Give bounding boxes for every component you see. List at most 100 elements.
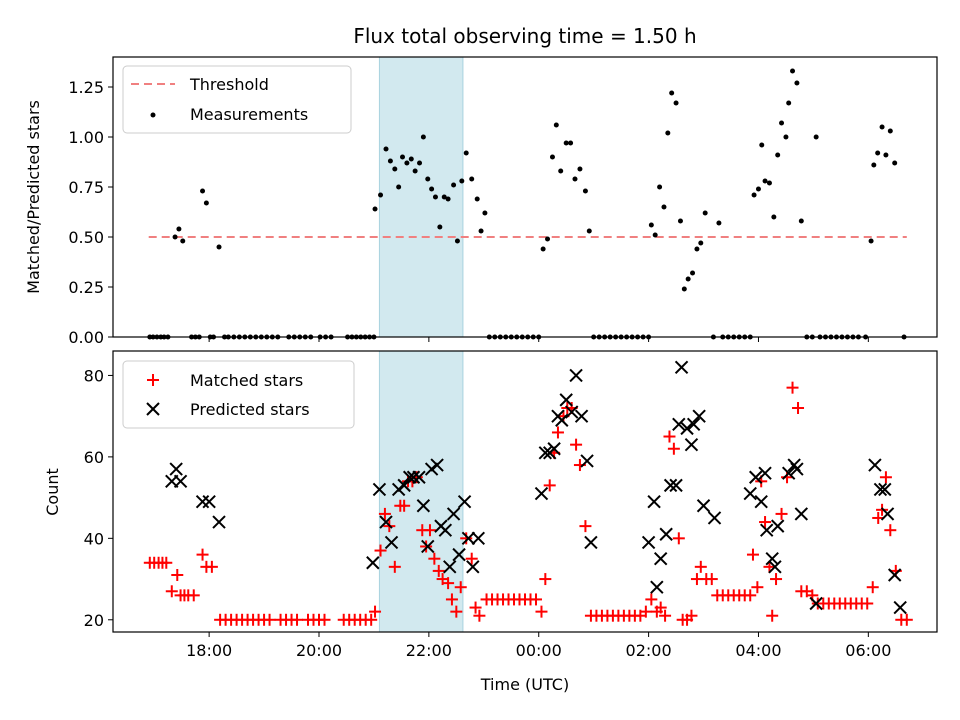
bottom-axes-frame [112,350,938,633]
measurement-point [892,160,898,166]
measurement-point [716,220,722,226]
x-tick-label: 00:00 [516,641,562,660]
measurement-point [690,270,696,276]
predicted-star-point [650,580,664,594]
matched-star-point [792,402,805,415]
measurement-point [577,166,583,172]
predicted-star-point [424,462,439,476]
predicted-star-point [707,511,722,525]
measurement-point [469,176,475,182]
y-tick-label: 0.50 [68,228,104,247]
matched-star-point [759,516,772,529]
matched-star-point [866,581,879,594]
measurement-point [582,188,588,194]
measurement-point [203,200,209,206]
matched-star-point [428,552,441,565]
measurement-point [762,178,768,184]
measurement-point [425,176,431,182]
predicted-star-point [173,474,188,489]
matched-star-point [535,605,548,618]
shaded-interval-bottom [378,350,464,633]
measurement-point [661,204,667,210]
x-tick-label: 20:00 [296,641,342,660]
measurement-point [790,68,796,74]
measurement-point [399,154,405,160]
matched-star-point [654,601,667,614]
matched-star-point [876,503,889,516]
measurement-point [766,180,772,186]
predicted-star-point [868,458,882,472]
x-tick-label: 22:00 [406,641,452,660]
predicted-star-point [696,499,711,513]
matched-star-point [645,593,658,606]
predicted-star-point [674,360,689,374]
predicted-star-point [669,478,683,493]
predicted-star-point [686,417,701,432]
measurement-point [883,152,889,158]
measurement-point [429,186,435,192]
measurement-point [563,140,569,146]
predicted-star-point [555,413,569,427]
measurement-point [702,210,708,216]
measurement-point [387,158,393,164]
measurement-point [887,128,893,134]
measurement-point [868,238,874,244]
measurement-point [694,246,700,252]
predicted-star-point [758,466,772,480]
matched-star-point [663,430,676,443]
legend-predicted-label: Predicted stars [190,400,310,419]
predicted-star-point [641,535,656,550]
matched-star-point [659,609,672,622]
matched-star-point [469,601,482,614]
matched-star-point [551,426,564,439]
matched-star-point [786,381,799,394]
legend-matched-swatch [147,374,159,386]
y-tick-label: 60 [84,448,104,467]
predicted-star-point [574,409,589,423]
measurement-point [172,234,178,240]
bottom-panel: 20 40 60 80 18:00 20:00 22:00 00:00 02:00 04:00 06… [43,350,938,694]
measurement-point [459,178,465,184]
predicted-star-point [770,519,785,533]
measurement-point [200,188,206,194]
matched-star-point [365,613,378,626]
top-axes-frame [112,56,938,338]
matched-star-point [378,507,391,520]
predicted-star-point [765,551,779,566]
matched-star-point [450,605,463,618]
matched-star-point [291,613,304,626]
matched-star-point [374,544,387,557]
predicted-star-point [564,405,579,419]
predicted-star-point [684,437,699,452]
top-axis-ticks: 0.00 0.25 0.50 0.75 1.00 1.25 [68,78,869,347]
predicted-star-point [379,515,393,529]
measurement-point [786,100,792,106]
matched-star-point [460,532,473,545]
matched-star-point [781,471,794,484]
predicted-star-point [659,527,673,541]
matched-star-point [766,609,779,622]
predicted-star-point [663,478,678,493]
y-tick-label: 0.75 [68,178,104,197]
measurement-point [698,240,704,246]
x-axis-label: Time (UTC) [480,675,569,694]
matched-star-point [751,581,764,594]
matched-star-point [879,471,892,484]
predicted-star-point [466,560,480,574]
matched-star-point [900,613,913,626]
measurement-point [540,246,546,252]
matched-star-point [398,499,411,512]
predicted-star-point [887,568,902,582]
bottom-legend: Matched stars Predicted stars [122,360,355,429]
measurement-point [437,224,443,230]
measurement-point [657,184,663,190]
matched-star-point [465,552,478,565]
predicted-star-point [169,462,183,476]
measurement-point [378,192,384,198]
matched-star-point [473,609,486,622]
matched-star-point [694,560,707,573]
measurement-point [813,134,819,140]
measurement-point [216,244,222,250]
matched-star-point [579,520,592,533]
